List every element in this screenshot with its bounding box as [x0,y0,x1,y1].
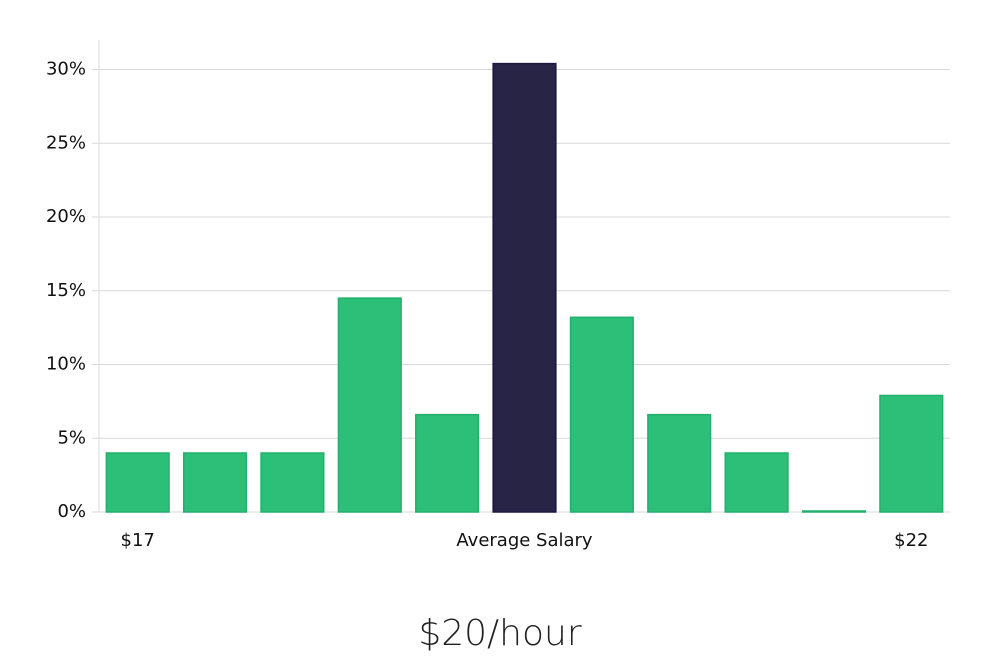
bar [647,413,712,513]
bar [337,297,402,513]
bar [105,452,170,513]
y-tick-label: 5% [57,427,86,448]
bar [260,452,325,513]
y-tick-label: 0% [57,501,86,522]
bar [724,452,789,513]
y-tick-label: 15% [46,280,86,301]
bar [492,62,557,513]
y-tick-label: 20% [46,206,86,227]
x-tick-label: Average Salary [456,530,593,551]
bar [415,413,480,513]
y-tick-label: 25% [46,132,86,153]
x-tick-label: $22 [894,530,928,551]
chart-title: $20/hour [418,613,582,654]
x-tick-label: $17 [121,530,155,551]
bar [182,452,248,513]
y-tick-label: 30% [46,59,86,80]
bar [569,316,634,513]
bar [879,394,944,513]
bar [801,510,867,513]
y-tick-label: 10% [46,354,86,375]
